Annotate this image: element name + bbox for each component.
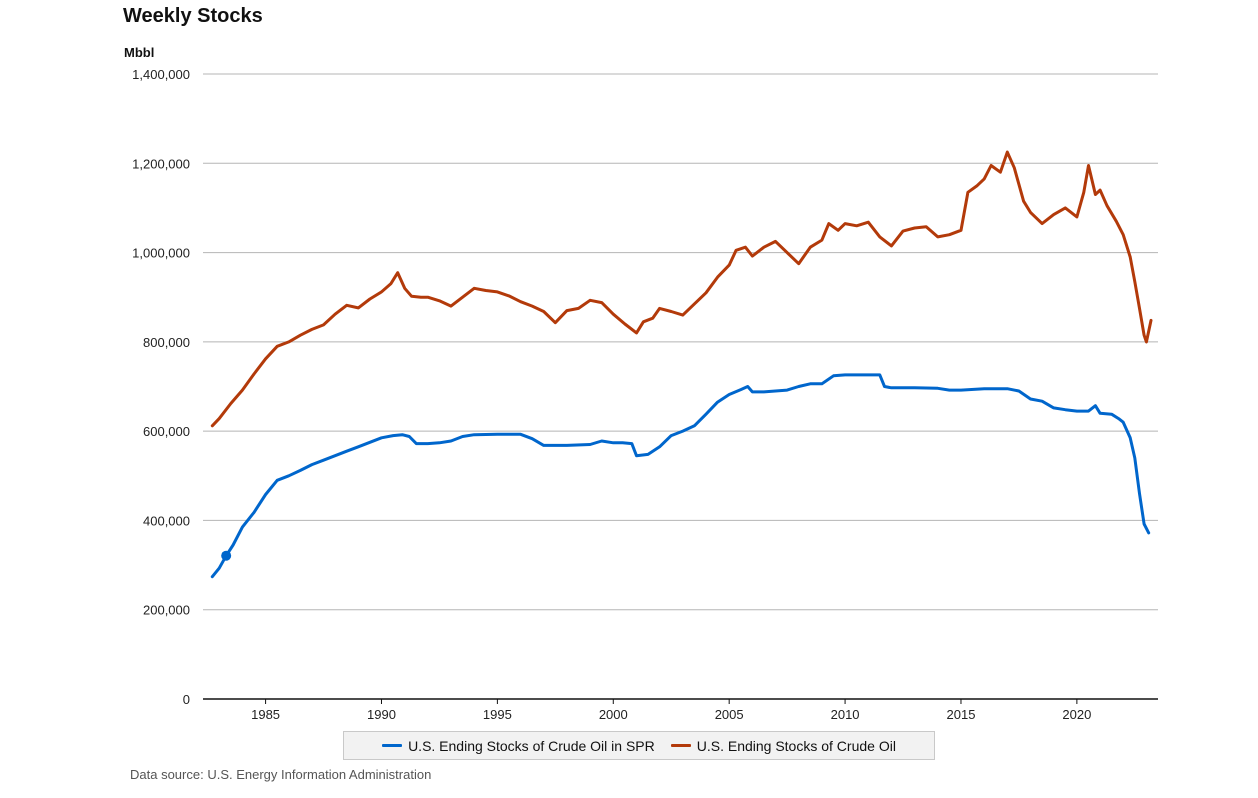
x-tick-label: 2020 xyxy=(1062,707,1091,722)
y-tick-label: 0 xyxy=(183,692,190,707)
series-line-crude xyxy=(210,150,1153,428)
y-tick-label: 800,000 xyxy=(143,335,190,350)
x-tick-label: 2010 xyxy=(831,707,860,722)
legend-label-crude: U.S. Ending Stocks of Crude Oil xyxy=(696,737,896,754)
legend-swatch-crude xyxy=(670,744,691,747)
y-tick-label: 1,200,000 xyxy=(132,156,190,171)
x-tick-label: 2015 xyxy=(947,707,976,722)
x-tick-label: 1990 xyxy=(367,707,396,722)
gridlines xyxy=(203,73,1158,700)
y-tick-label: 200,000 xyxy=(143,603,190,618)
chart-title: Weekly Stocks xyxy=(123,5,263,27)
legend-item-crude[interactable]: U.S. Ending Stocks of Crude Oil xyxy=(670,737,896,754)
legend-label-spr: U.S. Ending Stocks of Crude Oil in SPR xyxy=(408,737,655,754)
series-lines xyxy=(210,150,1153,579)
y-unit-label: Mbbl xyxy=(124,45,155,60)
series-point-marker xyxy=(221,550,232,561)
legend-swatch-spr xyxy=(382,744,403,747)
series-line-spr xyxy=(210,373,1151,579)
y-tick-label: 600,000 xyxy=(143,424,190,439)
x-tick-label: 2005 xyxy=(715,707,744,722)
legend-item-spr[interactable]: U.S. Ending Stocks of Crude Oil in SPR xyxy=(382,738,655,754)
x-tick-label: 1985 xyxy=(251,707,280,722)
y-tick-label: 400,000 xyxy=(143,513,190,528)
y-tick-label: 1,000,000 xyxy=(132,246,190,261)
x-tick-label: 2000 xyxy=(599,707,628,722)
y-axis-ticks: 0 200,000 400,000 600,000 800,000 1,000,000 1,… xyxy=(132,67,190,707)
data-source-note: Data source: U.S. Energy Information Adm… xyxy=(130,767,432,782)
y-tick-label: 1,400,000 xyxy=(132,67,190,82)
x-tick-label: 1995 xyxy=(483,707,512,722)
legend: U.S. Ending Stocks of Crude Oil in SPR U… xyxy=(343,731,935,760)
x-axis-ticks: 1985 1990 1995 2000 2005 2010 2015 2020 xyxy=(251,699,1091,722)
